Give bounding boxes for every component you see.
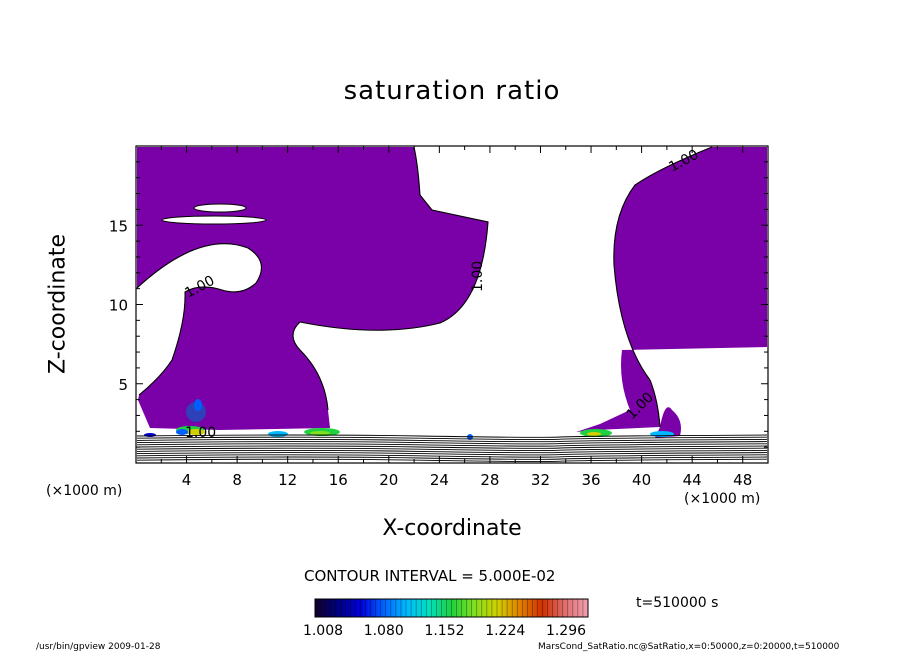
colorbar-tick-label: 1.296 [546, 623, 586, 639]
high-saturation-spot [268, 431, 288, 437]
colorbar: 1.008 1.080 1.152 1.224 1.296 [303, 599, 588, 639]
x-axis-label: X-coordinate [0, 516, 904, 541]
time-label: t=510000 s [636, 595, 718, 611]
x-tick-label: 12 [278, 471, 297, 489]
x-unit-left: (×1000 m) [46, 483, 122, 499]
contour-label: 1.00 [470, 261, 486, 292]
x-tick-label: 36 [581, 471, 600, 489]
x-tick-label: 40 [632, 471, 651, 489]
colorbar-tick-label: 1.152 [424, 623, 464, 639]
high-saturation-spot [144, 433, 156, 437]
hole-lower [162, 216, 266, 224]
x-tick-label: 4 [182, 471, 192, 489]
x-tick-label: 16 [329, 471, 348, 489]
colorbar-tick-label: 1.080 [364, 623, 404, 639]
colorbar-tick-label: 1.224 [485, 623, 525, 639]
hole-upper [194, 204, 246, 212]
x-tick-label: 48 [733, 471, 752, 489]
x-tick-label: 24 [430, 471, 449, 489]
y-tick-label: 10 [109, 297, 128, 315]
x-tick-label: 8 [232, 471, 242, 489]
footer-left: /usr/bin/gpview 2009-01-28 [36, 642, 160, 652]
colorbar-tick-label: 1.008 [303, 623, 343, 639]
footer-right: MarsCond_SatRatio.nc@SatRatio,x=0:50000,… [538, 642, 839, 652]
x-tick-label: 44 [683, 471, 702, 489]
y-tick-label: 15 [109, 217, 128, 235]
y-axis-label: Z-coordinate [46, 234, 71, 374]
x-tick-label: 28 [480, 471, 499, 489]
contour-label: 1.00 [185, 425, 216, 441]
x-unit-right: (×1000 m) [684, 491, 760, 507]
high-saturation-spot [587, 432, 601, 436]
x-tick-label: 20 [379, 471, 398, 489]
high-saturation-spot [310, 431, 330, 435]
high-saturation-spot [194, 399, 202, 411]
x-tick-label: 32 [531, 471, 550, 489]
contour-interval: CONTOUR INTERVAL = 5.000E-02 [304, 567, 555, 585]
y-tick-label: 5 [118, 376, 128, 394]
